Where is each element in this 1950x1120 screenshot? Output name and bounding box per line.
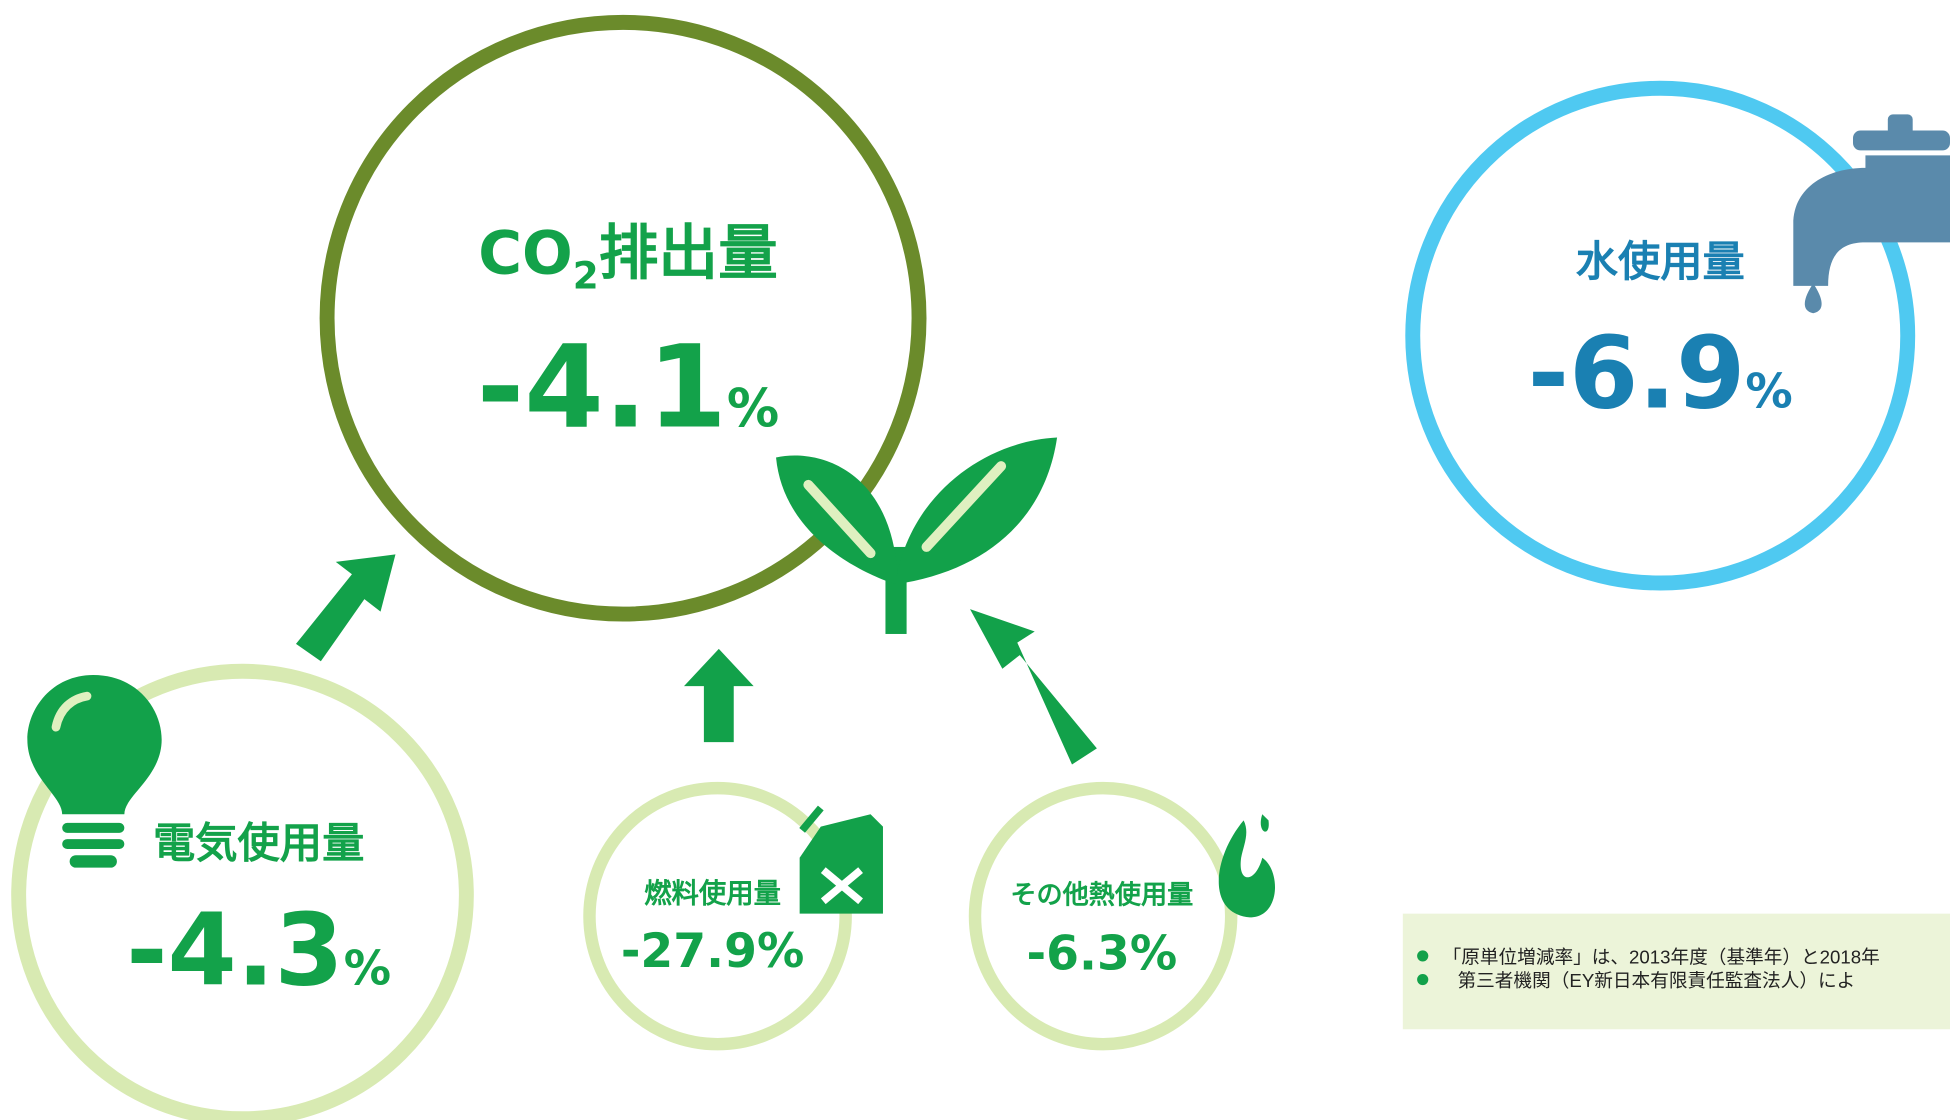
- label-part: CO: [478, 219, 573, 288]
- other-heat-circle: [968, 781, 1238, 1051]
- arrow: [683, 648, 754, 743]
- unit: %: [1745, 365, 1792, 420]
- unit: %: [1130, 927, 1177, 982]
- unit: %: [344, 942, 391, 997]
- unit: %: [727, 379, 779, 439]
- value: -6.3: [1027, 927, 1130, 982]
- sprout-icon: [776, 437, 1058, 634]
- notes-box: [1402, 913, 1950, 1030]
- co2-circle: [319, 14, 927, 622]
- flame-icon: [1218, 814, 1276, 918]
- electricity-value: -4.3%: [126, 894, 391, 1009]
- value: -4.1: [477, 320, 727, 453]
- water-value: -6.9%: [1528, 317, 1793, 432]
- electricity-circle: [11, 663, 474, 1120]
- arrow: [295, 554, 396, 662]
- arrow: [970, 609, 1097, 765]
- note: 「原単位増減率」は、2013年度（基準年）と2018年: [1443, 946, 1880, 967]
- faucet-icon: [1793, 114, 1950, 314]
- bullet: [1417, 950, 1429, 962]
- jerry-can-icon: [799, 805, 883, 914]
- fuel-circle: [583, 781, 852, 1051]
- bullet: [1417, 973, 1429, 986]
- co2-label: CO2排出量: [478, 219, 778, 297]
- note: 第三者機関（EY新日本有限責任監査法人）によ: [1458, 970, 1856, 991]
- unit: %: [757, 924, 804, 979]
- co2-value: -4.1%: [477, 320, 779, 453]
- label-sub: 2: [573, 253, 599, 297]
- electricity-label: 電気使用量: [153, 819, 364, 868]
- other-heat-label: その他熱使用量: [1010, 881, 1193, 911]
- value: -6.9: [1528, 317, 1746, 432]
- label-part: 排出量: [599, 219, 778, 288]
- other-heat-value: -6.3%: [1027, 927, 1178, 982]
- value: -4.3: [126, 894, 344, 1009]
- value: -27.9: [621, 924, 757, 979]
- fuel-value: -27.9%: [621, 924, 805, 979]
- arrows: [295, 554, 1097, 765]
- water-circle: [1405, 80, 1916, 591]
- fuel-label: 燃料使用量: [644, 878, 781, 909]
- water-label: 水使用量: [1576, 237, 1745, 286]
- bulb-icon: [27, 674, 162, 868]
